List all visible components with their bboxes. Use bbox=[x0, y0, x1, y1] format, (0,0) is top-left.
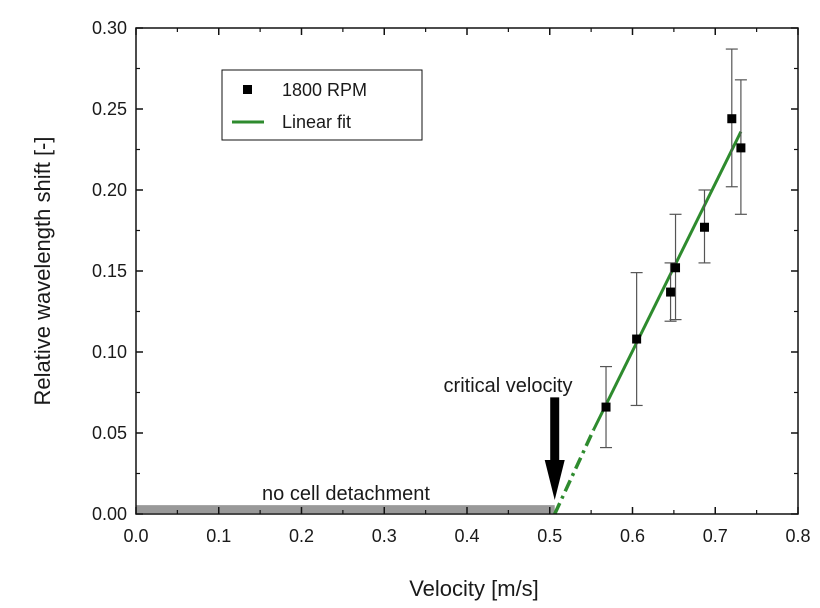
data-marker bbox=[601, 402, 611, 412]
x-axis-title: Velocity [m/s] bbox=[409, 576, 539, 601]
data-marker bbox=[632, 334, 642, 344]
x-tick-label: 0.8 bbox=[785, 526, 810, 546]
data-marker bbox=[736, 143, 746, 153]
legend: 1800 RPM Linear fit bbox=[221, 69, 423, 141]
y-tick-label: 0.25 bbox=[92, 99, 127, 119]
y-tick-label: 0.30 bbox=[92, 18, 127, 38]
data-point-7 bbox=[734, 79, 747, 215]
y-axis-title: Relative wavelength shift [-] bbox=[30, 136, 55, 405]
legend-box bbox=[221, 69, 423, 141]
critical-velocity-label: critical velocity bbox=[444, 375, 573, 397]
data-point-1 bbox=[600, 365, 613, 449]
fit-line bbox=[592, 131, 743, 431]
critical-velocity-arrow-shaft bbox=[550, 397, 560, 462]
no-detachment-band-layer bbox=[136, 505, 555, 514]
x-tick-label: 0.3 bbox=[372, 526, 397, 546]
annotation-layer: critical velocity no cell detachment bbox=[262, 375, 572, 505]
y-tick-label: 0.05 bbox=[92, 423, 127, 443]
y-tick-label: 0.15 bbox=[92, 261, 127, 281]
data-point-3 bbox=[664, 262, 677, 322]
x-tick-label: 0.1 bbox=[206, 526, 231, 546]
data-point-6 bbox=[725, 48, 738, 188]
data-point-4 bbox=[669, 213, 682, 321]
data-point-2 bbox=[630, 272, 643, 407]
critical-velocity-arrow-head bbox=[544, 460, 565, 500]
data-points-layer bbox=[600, 48, 747, 449]
axes-layer: 0.0 0.1 0.2 0.3 0.4 0.5 0.6 0.7 0.8 0.00 0.05 0.10 0… bbox=[92, 18, 811, 546]
x-tick-label: 0.6 bbox=[620, 526, 645, 546]
x-tick-label: 0.0 bbox=[123, 526, 148, 546]
data-marker bbox=[666, 287, 676, 297]
legend-marker-square bbox=[243, 85, 252, 94]
y-tick-label: 0.00 bbox=[92, 504, 127, 524]
y-tick-label: 0.20 bbox=[92, 180, 127, 200]
legend-label-fit: Linear fit bbox=[282, 112, 351, 132]
no-detachment-band bbox=[136, 505, 555, 514]
y-tick-label: 0.10 bbox=[92, 342, 127, 362]
x-tick-label: 0.7 bbox=[703, 526, 728, 546]
data-marker bbox=[699, 222, 709, 232]
data-marker bbox=[727, 114, 737, 124]
x-tick-label: 0.5 bbox=[537, 526, 562, 546]
legend-label-series: 1800 RPM bbox=[282, 80, 367, 100]
no-detachment-label: no cell detachment bbox=[262, 483, 430, 505]
fit-line-layer bbox=[553, 131, 743, 515]
data-marker bbox=[671, 263, 681, 273]
data-point-5 bbox=[698, 189, 711, 264]
x-tick-label: 0.4 bbox=[454, 526, 479, 546]
x-tick-label: 0.2 bbox=[289, 526, 314, 546]
fit-line-extrapolated bbox=[553, 429, 596, 515]
